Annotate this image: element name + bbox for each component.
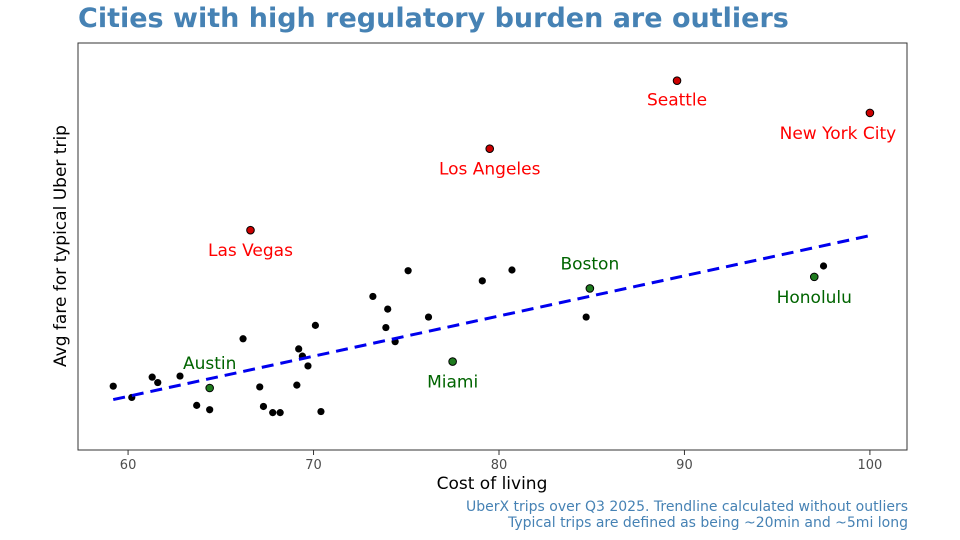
label-austin: Austin xyxy=(183,354,236,374)
caption-line-2: Typical trips are defined as being ~20mi… xyxy=(508,515,908,531)
data-point xyxy=(317,407,325,416)
point-austin xyxy=(205,383,214,393)
data-point xyxy=(276,409,284,417)
data-point xyxy=(206,406,214,414)
label-new-york-city: New York City xyxy=(780,124,897,144)
data-point xyxy=(293,381,301,389)
point-new-york-city xyxy=(865,108,875,118)
data-point xyxy=(508,266,516,274)
trendline xyxy=(112,234,871,402)
label-los-angeles: Los Angeles xyxy=(439,160,541,180)
point-boston xyxy=(585,284,595,293)
point-los-angeles xyxy=(485,144,495,154)
data-point xyxy=(269,409,277,417)
data-point xyxy=(819,262,828,270)
data-point xyxy=(295,345,303,353)
plot-frame xyxy=(77,42,908,451)
y-axis-title: Avg fare for typical Uber trip xyxy=(51,125,71,367)
point-honolulu xyxy=(809,272,819,282)
data-point xyxy=(259,402,268,411)
data-point xyxy=(176,372,184,380)
data-point xyxy=(382,323,390,332)
label-seattle: Seattle xyxy=(647,91,707,111)
label-miami: Miami xyxy=(427,373,478,393)
data-point xyxy=(239,335,247,343)
label-boston: Boston xyxy=(560,254,619,274)
label-honolulu: Honolulu xyxy=(777,288,852,308)
data-point xyxy=(193,401,201,409)
data-point xyxy=(304,362,312,370)
x-tick-label: 90 xyxy=(676,458,693,473)
caption-line-1: UberX trips over Q3 2025. Trendline calc… xyxy=(465,499,908,515)
data-point xyxy=(148,373,156,381)
data-point xyxy=(424,313,433,321)
x-tick-label: 60 xyxy=(120,458,137,473)
data-point xyxy=(256,383,264,391)
chart-title: Cities with high regulatory burden are o… xyxy=(78,3,789,34)
point-seattle xyxy=(672,76,682,85)
data-points xyxy=(109,262,828,417)
data-point xyxy=(582,313,590,321)
data-point xyxy=(109,382,117,390)
label-las-vegas: Las Vegas xyxy=(208,241,293,261)
x-tick-label: 80 xyxy=(491,458,508,473)
data-point xyxy=(478,277,486,285)
labeled-points: Seattle New York City Los Angeles Las Vegas… xyxy=(183,76,897,393)
x-tick-label: 100 xyxy=(857,458,882,473)
data-point xyxy=(404,267,412,275)
data-point xyxy=(384,305,392,313)
x-axis-title: Cost of living xyxy=(437,474,548,494)
data-point xyxy=(311,321,319,329)
data-point xyxy=(154,378,162,387)
x-axis-ticks: 60 70 80 90 100 xyxy=(120,450,882,473)
data-point xyxy=(369,292,377,301)
point-miami xyxy=(448,357,457,366)
point-las-vegas xyxy=(246,225,255,235)
x-tick-label: 70 xyxy=(305,458,322,473)
